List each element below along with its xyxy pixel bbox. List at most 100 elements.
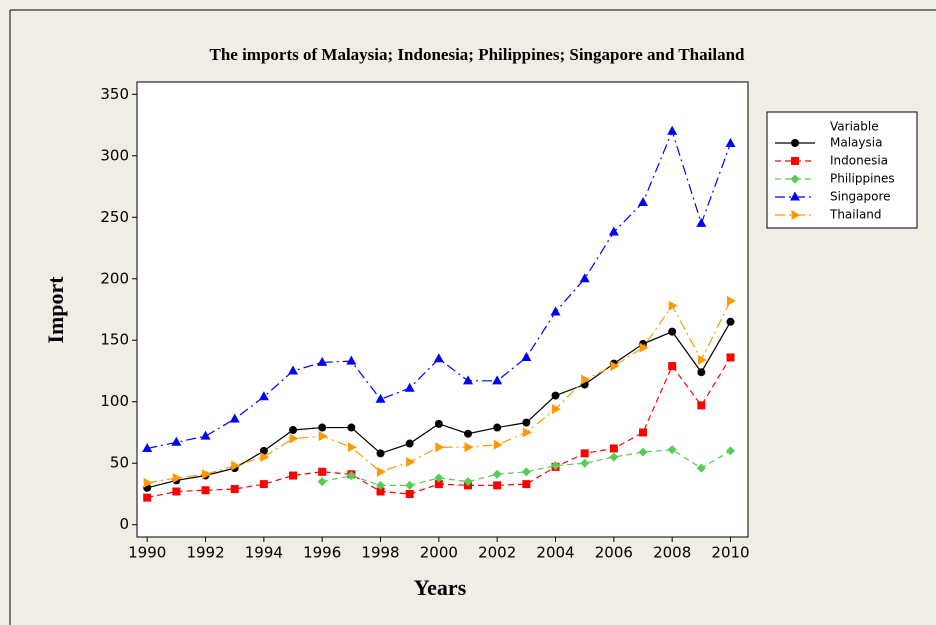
- legend-marker: [791, 210, 801, 220]
- marker: [172, 472, 182, 483]
- marker: [696, 463, 706, 473]
- marker: [289, 426, 298, 435]
- marker: [463, 375, 474, 385]
- x-tick-label: 2004: [536, 544, 574, 562]
- marker: [231, 460, 241, 471]
- marker: [347, 442, 357, 453]
- marker: [493, 481, 502, 490]
- y-tick-label: 50: [110, 454, 129, 472]
- marker: [318, 423, 327, 432]
- legend-title: Variable: [830, 120, 879, 134]
- marker: [435, 442, 445, 453]
- legend-box: [766, 111, 918, 229]
- y-tick-label: 350: [100, 85, 129, 103]
- marker: [434, 480, 443, 489]
- marker: [550, 306, 561, 316]
- marker: [522, 480, 531, 489]
- y-tick-label: 100: [100, 392, 129, 410]
- marker: [727, 295, 737, 306]
- marker: [551, 461, 561, 471]
- marker: [667, 445, 677, 455]
- y-tick-label: 150: [100, 331, 129, 349]
- marker: [434, 473, 444, 483]
- marker: [377, 466, 387, 477]
- x-tick-label: 2000: [420, 544, 458, 562]
- marker: [376, 487, 385, 496]
- marker: [610, 361, 620, 372]
- marker: [171, 436, 182, 446]
- y-tick-label: 0: [119, 515, 129, 533]
- marker: [317, 356, 328, 366]
- marker: [143, 477, 153, 488]
- marker: [433, 353, 444, 363]
- marker: [493, 423, 502, 432]
- x-tick-label: 1990: [128, 544, 166, 562]
- series-line: [322, 449, 731, 486]
- marker: [346, 355, 357, 365]
- x-tick-label: 2008: [653, 544, 691, 562]
- marker: [697, 354, 707, 365]
- marker: [375, 393, 386, 403]
- marker: [668, 327, 677, 336]
- marker: [404, 382, 415, 392]
- marker: [579, 273, 590, 283]
- marker: [318, 431, 328, 442]
- legend-label: Philippines: [830, 172, 895, 186]
- marker: [200, 430, 211, 440]
- marker: [667, 125, 678, 135]
- marker: [289, 433, 299, 444]
- y-tick-label: 250: [100, 208, 129, 226]
- legend-marker: [791, 157, 799, 165]
- marker: [318, 467, 327, 476]
- plot-area: [136, 81, 749, 538]
- x-tick-label: 1994: [245, 544, 283, 562]
- marker: [201, 486, 210, 495]
- marker: [202, 469, 212, 480]
- chart-title: The imports of Malaysia; Indonesia; Phil…: [210, 45, 746, 64]
- x-tick-label: 1996: [303, 544, 341, 562]
- marker: [552, 404, 562, 415]
- marker: [142, 442, 153, 452]
- marker: [463, 477, 473, 487]
- marker: [639, 342, 649, 353]
- marker: [317, 477, 327, 487]
- marker: [260, 452, 270, 463]
- marker: [638, 447, 648, 457]
- marker: [608, 226, 619, 236]
- marker: [668, 362, 677, 371]
- marker: [521, 351, 532, 361]
- y-tick-label: 300: [100, 146, 129, 164]
- marker: [492, 375, 503, 385]
- legend-label: Thailand: [829, 208, 882, 222]
- marker: [726, 446, 736, 456]
- x-axis-label: Years: [414, 575, 467, 600]
- marker: [609, 444, 618, 453]
- marker: [697, 401, 706, 410]
- marker: [258, 391, 269, 401]
- legend-marker: [790, 174, 800, 184]
- y-tick-label: 200: [100, 269, 129, 287]
- marker: [696, 217, 707, 227]
- marker: [143, 493, 152, 502]
- legend-label: Singapore: [830, 190, 891, 204]
- x-tick-label: 2010: [711, 544, 749, 562]
- marker: [638, 197, 649, 207]
- marker: [405, 489, 414, 498]
- marker: [492, 469, 502, 479]
- marker: [725, 137, 736, 147]
- marker: [464, 442, 474, 453]
- marker: [580, 449, 589, 458]
- marker: [406, 456, 416, 467]
- marker: [464, 429, 473, 438]
- marker: [229, 413, 240, 423]
- marker: [521, 467, 531, 477]
- marker: [288, 365, 299, 375]
- x-tick-label: 1998: [361, 544, 399, 562]
- x-tick-label: 2002: [478, 544, 516, 562]
- marker: [493, 439, 503, 450]
- marker: [172, 487, 181, 496]
- marker: [259, 480, 268, 489]
- marker: [347, 423, 356, 432]
- marker: [668, 300, 678, 311]
